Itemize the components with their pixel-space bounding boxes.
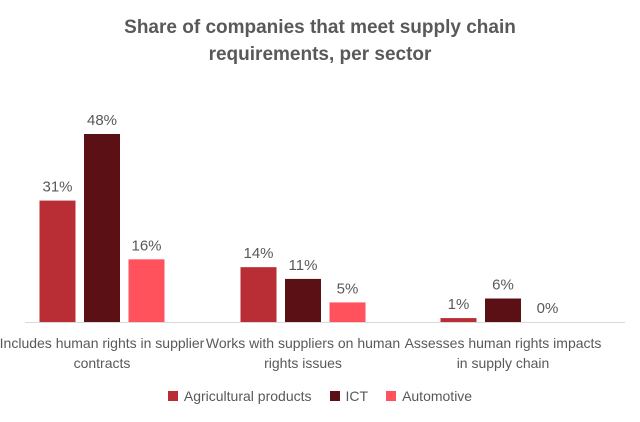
data-label: 11%: [289, 257, 318, 274]
data-label: 48%: [87, 112, 117, 129]
bar: [485, 298, 521, 322]
data-label: 16%: [131, 237, 161, 254]
bar: [84, 134, 120, 322]
data-label: 31%: [42, 179, 72, 196]
bar: [128, 259, 165, 322]
data-label: 0%: [537, 300, 559, 317]
legend-swatch: [386, 391, 397, 401]
data-label: 1%: [448, 296, 470, 313]
legend-item: Automotive: [386, 388, 472, 404]
data-label: 6%: [492, 277, 514, 294]
bar: [285, 278, 321, 322]
legend-swatch: [329, 391, 340, 401]
data-label: 5%: [337, 280, 359, 297]
legend-label: Agricultural products: [183, 388, 312, 404]
chart-title: Share of companies that meet supply chai…: [124, 17, 516, 65]
x-tick-label: Assesses human rights impacts in supply …: [404, 335, 602, 371]
legend-item: Agricultural products: [167, 388, 312, 404]
data-label: 14%: [243, 245, 273, 262]
x-tick-label: Works with suppliers on human rights iss…: [205, 335, 401, 371]
bar: [240, 267, 277, 322]
legend-label: Automotive: [402, 388, 473, 404]
legend: Agricultural products ICT Automotive: [0, 388, 640, 404]
legend-swatch: [167, 391, 178, 401]
bar: [329, 302, 366, 322]
legend-item: ICT: [329, 388, 369, 404]
x-tick-label: Includes human rights in supplier contra…: [0, 335, 205, 371]
bar: [440, 318, 477, 322]
bar: [39, 200, 76, 322]
legend-label: ICT: [345, 388, 369, 404]
